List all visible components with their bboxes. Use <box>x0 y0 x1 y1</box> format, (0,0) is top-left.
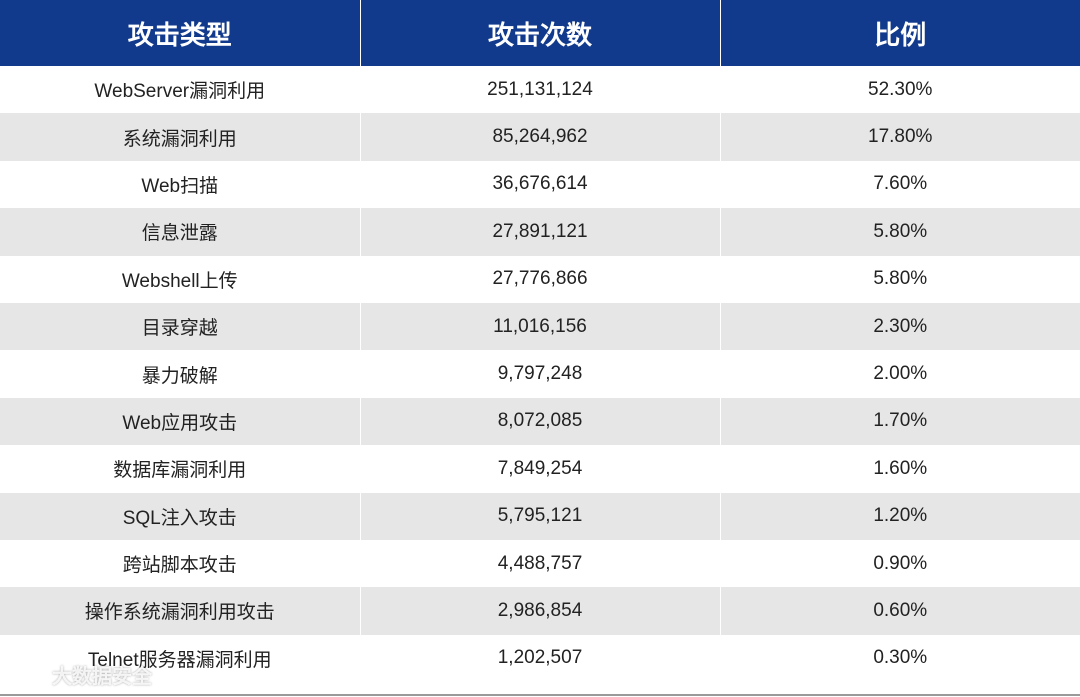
cell-attack-count: 7,849,254 <box>360 445 721 493</box>
header-row: 攻击类型 攻击次数 比例 <box>0 0 1080 66</box>
cell-attack-type: 目录穿越 <box>0 302 361 351</box>
cell-attack-type: 跨站脚本攻击 <box>0 539 361 588</box>
cell-attack-count: 5,795,121 <box>360 492 721 540</box>
table-header: 攻击类型 攻击次数 比例 <box>0 0 1080 66</box>
cell-attack-count: 11,016,156 <box>360 302 721 351</box>
cell-attack-type: Webshell上传 <box>0 255 361 303</box>
table-row: Web应用攻击 8,072,085 1.70% <box>0 397 1080 446</box>
table-row: WebServer漏洞利用 251,131,124 52.30% <box>0 66 1080 114</box>
cell-ratio: 5.80% <box>720 255 1080 303</box>
table-body: WebServer漏洞利用 251,131,124 52.30% 系统漏洞利用 … <box>0 66 1080 683</box>
table-row: Web扫描 36,676,614 7.60% <box>0 160 1080 209</box>
cell-attack-count: 85,264,962 <box>360 113 721 161</box>
cell-attack-type: 数据库漏洞利用 <box>0 445 361 493</box>
cell-attack-count: 1,202,507 <box>360 634 721 683</box>
header-attack-count: 攻击次数 <box>360 0 721 66</box>
table-row: Telnet服务器漏洞利用 1,202,507 0.30% <box>0 634 1080 683</box>
cell-ratio: 0.90% <box>720 539 1080 588</box>
attack-stats-table: 攻击类型 攻击次数 比例 WebServer漏洞利用 251,131,124 5… <box>0 0 1080 683</box>
cell-ratio: 1.20% <box>720 492 1080 540</box>
table-row: 目录穿越 11,016,156 2.30% <box>0 302 1080 351</box>
table-row: 跨站脚本攻击 4,488,757 0.90% <box>0 539 1080 588</box>
table-row: SQL注入攻击 5,795,121 1.20% <box>0 492 1080 540</box>
cell-ratio: 7.60% <box>720 160 1080 209</box>
cell-ratio: 0.30% <box>720 634 1080 683</box>
cell-ratio: 0.60% <box>720 587 1080 635</box>
cell-attack-count: 9,797,248 <box>360 350 721 398</box>
header-attack-type: 攻击类型 <box>0 0 361 66</box>
cell-attack-count: 8,072,085 <box>360 397 721 446</box>
table-row: 信息泄露 27,891,121 5.80% <box>0 208 1080 256</box>
cell-attack-count: 36,676,614 <box>360 160 721 209</box>
table-row: 暴力破解 9,797,248 2.00% <box>0 350 1080 398</box>
cell-attack-count: 27,776,866 <box>360 255 721 303</box>
cell-ratio: 1.60% <box>720 445 1080 493</box>
cell-ratio: 2.00% <box>720 350 1080 398</box>
table-bottom-border <box>0 694 1080 696</box>
table-row: 系统漏洞利用 85,264,962 17.80% <box>0 113 1080 161</box>
cell-ratio: 52.30% <box>720 66 1080 114</box>
cell-ratio: 2.30% <box>720 302 1080 351</box>
cell-attack-count: 251,131,124 <box>360 66 721 114</box>
cell-attack-type: WebServer漏洞利用 <box>0 66 361 114</box>
cell-attack-type: 系统漏洞利用 <box>0 113 361 161</box>
cell-attack-type: Telnet服务器漏洞利用 <box>0 634 361 683</box>
table-row: 数据库漏洞利用 7,849,254 1.60% <box>0 445 1080 493</box>
cell-attack-type: 操作系统漏洞利用攻击 <box>0 587 361 635</box>
cell-attack-type: 信息泄露 <box>0 208 361 256</box>
cell-ratio: 1.70% <box>720 397 1080 446</box>
header-ratio: 比例 <box>720 0 1080 66</box>
cell-attack-count: 4,488,757 <box>360 539 721 588</box>
cell-ratio: 5.80% <box>720 208 1080 256</box>
table-row: Webshell上传 27,776,866 5.80% <box>0 255 1080 303</box>
cell-attack-type: 暴力破解 <box>0 350 361 398</box>
cell-attack-type: Web应用攻击 <box>0 397 361 446</box>
table-row: 操作系统漏洞利用攻击 2,986,854 0.60% <box>0 587 1080 635</box>
cell-attack-type: SQL注入攻击 <box>0 492 361 540</box>
cell-attack-type: Web扫描 <box>0 160 361 209</box>
cell-ratio: 17.80% <box>720 113 1080 161</box>
cell-attack-count: 27,891,121 <box>360 208 721 256</box>
cell-attack-count: 2,986,854 <box>360 587 721 635</box>
